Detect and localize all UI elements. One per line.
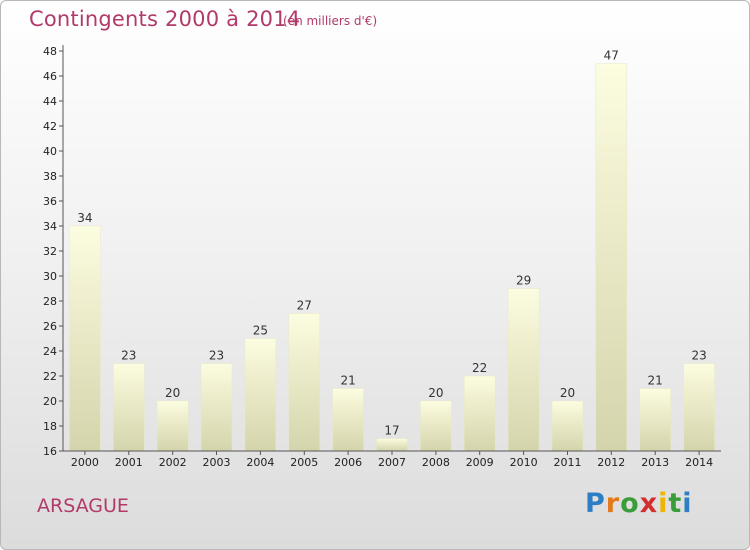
y-tick-label-34: 34 [43,220,57,233]
data-label-2007: 17 [384,424,399,438]
x-tick-label-2011: 2011 [554,456,582,469]
y-tick-label-26: 26 [43,320,57,333]
bar-2007 [376,438,408,452]
logo-letter: t [668,488,683,519]
proxiti-logo: Proxiti [585,488,693,519]
data-label-2009: 22 [472,361,487,375]
y-tick-label-40: 40 [43,145,57,158]
x-tick-label-2007: 2007 [378,456,406,469]
data-label-2003: 23 [209,349,224,363]
y-tick-label-36: 36 [43,195,57,208]
x-tick-label-2013: 2013 [641,456,669,469]
y-tick-label-30: 30 [43,270,57,283]
y-tick-label-48: 48 [43,45,57,58]
data-label-2014: 23 [691,349,706,363]
x-tick-label-2012: 2012 [597,456,625,469]
x-tick-label-2000: 2000 [71,456,99,469]
y-tick-label-24: 24 [43,345,57,358]
y-tick-label-16: 16 [43,445,57,458]
bar-2000 [69,225,101,452]
y-tick-label-46: 46 [43,70,57,83]
logo-letter: r [605,488,621,519]
bar-2005 [288,313,321,452]
data-label-2006: 21 [340,374,355,388]
y-tick-label-44: 44 [43,95,57,108]
bar-2014 [683,363,715,452]
bar-2008 [420,400,452,452]
bar-2010 [507,288,540,452]
logo-letter: x [639,488,659,519]
y-tick-label-20: 20 [43,395,57,408]
bar-2009 [463,375,496,452]
data-label-2002: 20 [165,386,180,400]
bar-2004 [244,338,277,452]
chart-title: Contingents 2000 à 2014 [29,7,301,31]
bars-group: 34 23 20 23 25 27 21 17 20 22 29 20 47 21 23 [69,49,715,452]
x-tick-label-2001: 2001 [115,456,143,469]
y-tick-label-42: 42 [43,120,57,133]
logo-letter: o [620,488,640,519]
bar-2006 [332,388,364,452]
logo-letter: i [682,488,693,519]
y-tick-label-28: 28 [43,295,57,308]
x-tick-label-2003: 2003 [203,456,231,469]
x-tick-label-2002: 2002 [159,456,187,469]
axes-group: 2000 2001 2002 2003 2004 2005 2006 2007 2008 2009… [43,45,721,469]
data-label-2005: 27 [297,299,312,313]
y-tick-label-22: 22 [43,370,57,383]
x-tick-label-2010: 2010 [510,456,538,469]
bar-2003 [200,363,233,452]
data-label-2012: 47 [604,49,619,63]
data-label-2001: 23 [121,349,136,363]
logo-letter: P [585,488,606,519]
data-label-2010: 29 [516,274,531,288]
x-tick-label-2004: 2004 [246,456,274,469]
logo-letter: i [658,488,669,519]
x-tick-label-2006: 2006 [334,456,362,469]
bar-2012 [595,63,628,452]
x-tick-label-2014: 2014 [685,456,713,469]
x-tick-label-2005: 2005 [290,456,318,469]
data-label-2011: 20 [560,386,575,400]
y-tick-label-18: 18 [43,420,57,433]
bar-2001 [113,363,145,452]
data-label-2004: 25 [253,324,268,338]
data-label-2000: 34 [77,211,92,225]
data-label-2008: 20 [428,386,443,400]
commune-name: ARSAGUE [37,495,129,517]
chart-subtitle: (en milliers d'€) [283,14,378,28]
bar-2013 [639,388,671,452]
data-label-2013: 21 [648,374,663,388]
bar-2011 [551,400,584,452]
x-tick-label-2009: 2009 [466,456,494,469]
bar-2002 [156,400,189,452]
y-tick-label-32: 32 [43,245,57,258]
x-tick-label-2008: 2008 [422,456,450,469]
y-tick-label-38: 38 [43,170,57,183]
